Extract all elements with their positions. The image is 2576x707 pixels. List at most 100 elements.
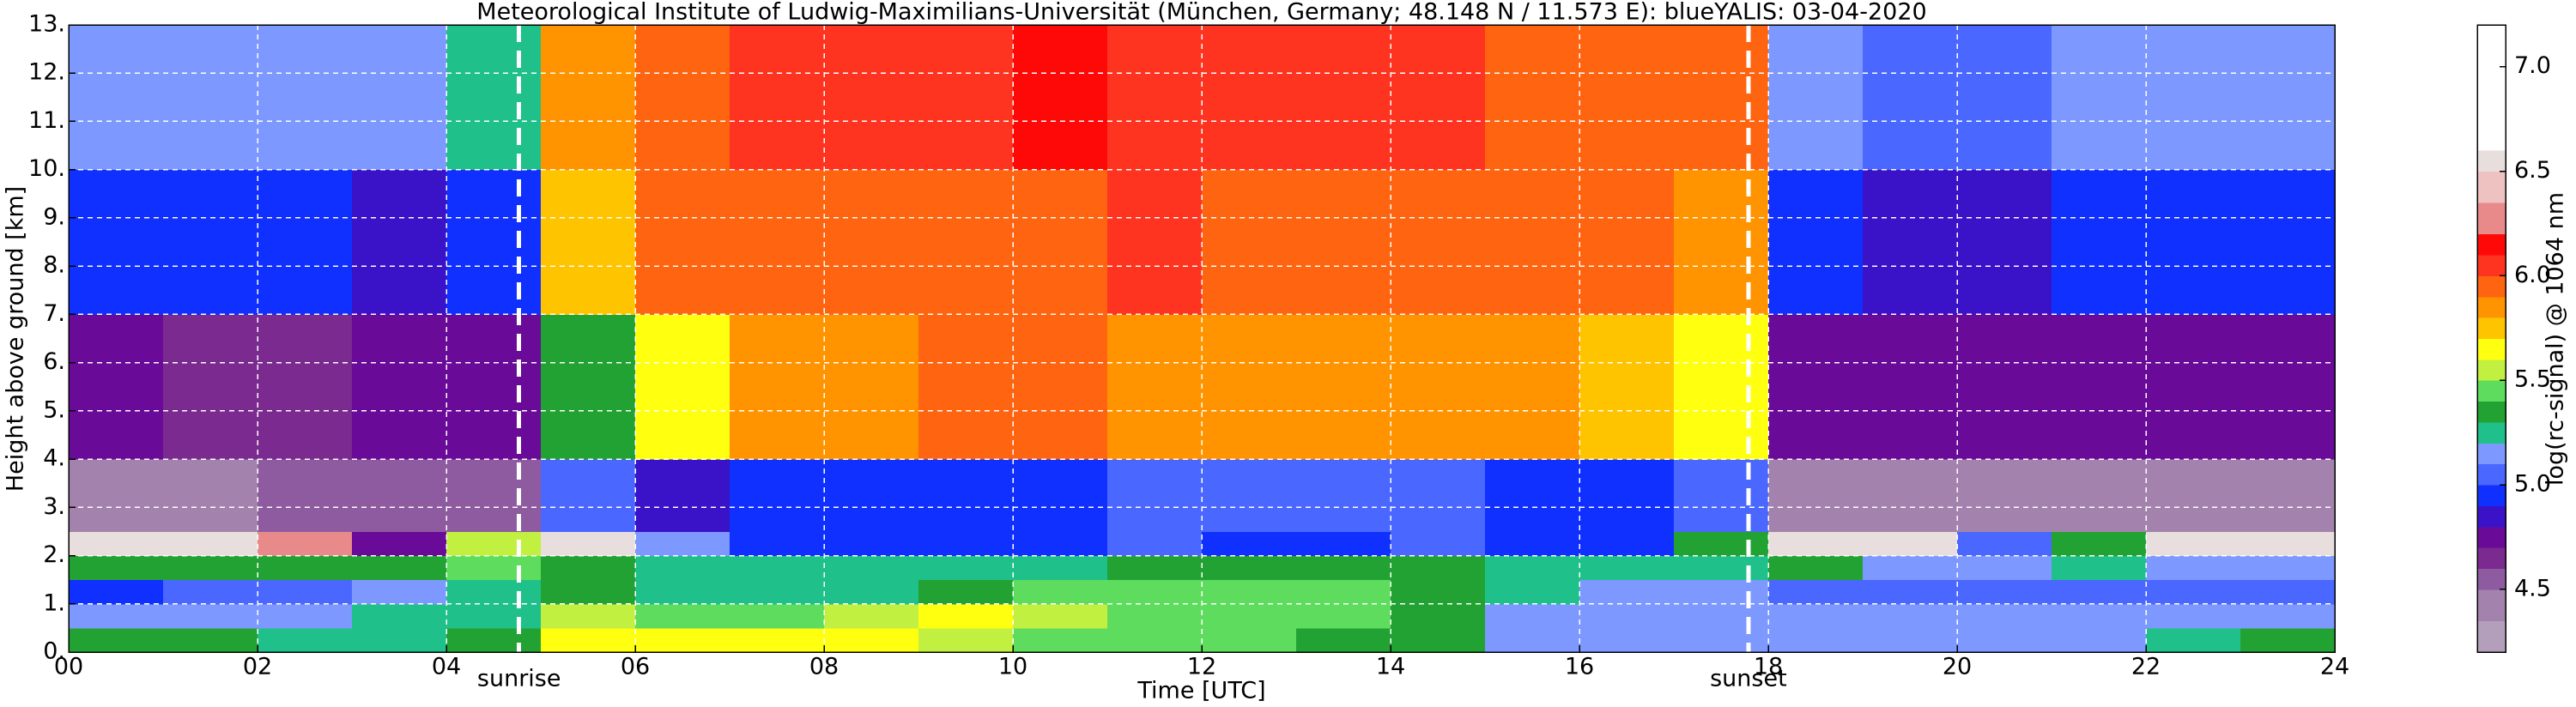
x-tick-label: 14 [1376, 654, 1405, 680]
x-tick-label: 20 [1943, 654, 1972, 680]
heatmap-cell [2240, 627, 2336, 653]
heatmap-cell [446, 314, 542, 460]
heatmap-cell [1957, 459, 2052, 532]
colorbar-segment [2477, 443, 2506, 465]
heatmap-cell [2052, 169, 2147, 315]
colorbar-segment [2477, 359, 2506, 381]
heatmap-cell [730, 25, 825, 171]
heatmap-cell [635, 531, 730, 557]
heatmap-cell [1202, 25, 1297, 171]
heatmap-cell [1579, 627, 1675, 653]
heatmap-cell [2052, 579, 2147, 605]
heatmap-cell [1957, 169, 2052, 315]
heatmap-cell [258, 555, 353, 581]
x-tick-label: 10 [998, 654, 1027, 680]
heatmap-cell [1957, 627, 2052, 653]
heatmap-cell [1863, 627, 1958, 653]
heatmap-cell [635, 555, 730, 581]
heatmap-cell [1013, 579, 1108, 605]
heatmap-cell [1579, 555, 1675, 581]
heatmap-cell [352, 531, 447, 557]
y-tick-label: 7. [43, 300, 65, 327]
heatmap-cell [635, 25, 730, 171]
heatmap-cell [69, 555, 164, 581]
colorbar-segment [2477, 317, 2506, 339]
heatmap-cell [1107, 314, 1203, 460]
colorbar-tick-label: 7.0 [2514, 52, 2551, 79]
heatmap-cell [1768, 25, 1864, 171]
heatmap-cell [1863, 579, 1958, 605]
heatmap-cell [1674, 555, 1769, 581]
heatmap-cell [69, 314, 164, 460]
heatmap-cell [1674, 314, 1769, 460]
heatmap-cell [1391, 627, 1486, 653]
heatmap-cell [541, 314, 636, 460]
heatmap-cell [2146, 555, 2241, 581]
heatmap-cell [2240, 314, 2336, 460]
heatmap-cell [1768, 169, 1864, 315]
heatmap-cell [1957, 579, 2052, 605]
heatmap-cell [1863, 169, 1958, 315]
heatmap-cell [1863, 555, 1958, 581]
heatmap-cell [2146, 579, 2241, 605]
heatmap-cell [1391, 314, 1486, 460]
heatmap-cell [1957, 531, 2052, 557]
heatmap-cell [2240, 169, 2336, 315]
heatmap-cell [2146, 25, 2241, 171]
x-tick-label: 08 [809, 654, 839, 680]
heatmap-cell [1579, 579, 1675, 605]
heatmap-cell [824, 531, 919, 557]
heatmap-cell [352, 314, 447, 460]
heatmap-cell [69, 579, 164, 605]
colorbar-segment [2477, 171, 2506, 203]
heatmap-cell [1579, 169, 1675, 315]
heatmap-cell [1391, 459, 1486, 532]
heatmap-cell [1013, 555, 1108, 581]
heatmap-cell [1107, 25, 1203, 171]
heatmap-cell [1296, 627, 1391, 653]
heatmap-cell [1863, 531, 1958, 557]
heatmap-cell [2240, 579, 2336, 605]
heatmap-cell [352, 627, 447, 653]
heatmap-cell [824, 579, 919, 605]
heatmap-cell [1202, 459, 1297, 532]
heatmap-cell [163, 603, 258, 629]
heatmap-cell [1863, 603, 1958, 629]
heatmap-cell [1485, 531, 1580, 557]
heatmap-cell [1107, 627, 1203, 653]
heatmap-cell [1013, 531, 1108, 557]
heatmap-cell [352, 555, 447, 581]
heatmap-cell [1013, 459, 1108, 532]
heatmap-cell [446, 459, 542, 532]
x-tick-label: 00 [54, 654, 83, 680]
y-tick-label: 4. [43, 445, 65, 472]
x-tick-label: 22 [2131, 654, 2161, 680]
heatmap-cell [163, 555, 258, 581]
heatmap-cell [635, 603, 730, 629]
heatmap-cell [918, 25, 1014, 171]
heatmap-cell [446, 579, 542, 605]
colorbar-tick-label: 6.5 [2514, 157, 2551, 184]
heatmap-cell [1107, 459, 1203, 532]
heatmap-cell [1768, 531, 1864, 557]
heatmap-cell [1013, 25, 1108, 171]
heatmap-cell [1579, 531, 1675, 557]
heatmap-cell [824, 459, 919, 532]
heatmap-cell [635, 627, 730, 653]
colorbar-segment [2477, 421, 2506, 444]
heatmap-cell [918, 459, 1014, 532]
heatmap-cell [1957, 555, 2052, 581]
colorbar-tick-label: 4.5 [2514, 575, 2551, 601]
heatmap-cell [635, 579, 730, 605]
heatmap-cell [258, 579, 353, 605]
heatmap-cell [918, 555, 1014, 581]
heatmap-cell [1579, 459, 1675, 532]
colorbar-segment [2477, 485, 2506, 506]
colorbar-segment [2477, 589, 2506, 621]
heatmap-cell [730, 555, 825, 581]
y-tick-label: 9. [43, 203, 65, 230]
heatmap-cell [258, 169, 353, 315]
heatmap-cell [163, 459, 258, 532]
heatmap-cell [69, 25, 164, 171]
heatmap-cell [2146, 627, 2241, 653]
